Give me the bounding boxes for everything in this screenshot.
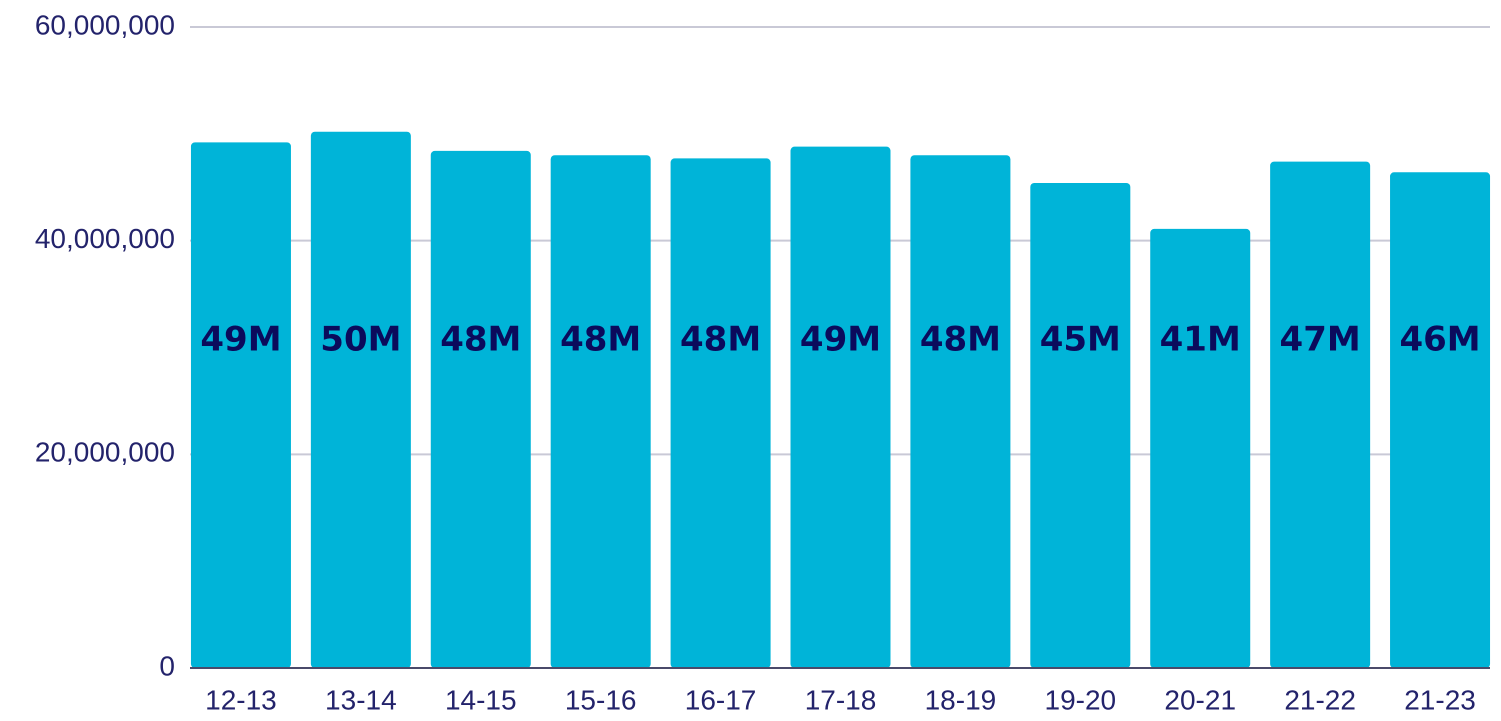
x-tick-label: 21-22	[1284, 684, 1356, 715]
x-tick-label: 20-21	[1164, 684, 1236, 715]
bar	[1270, 161, 1371, 669]
value-label: 48M	[440, 320, 521, 360]
y-tick-label: 60,000,000	[35, 9, 175, 40]
x-tick-label: 19-20	[1045, 684, 1117, 715]
bar	[1390, 172, 1491, 668]
bar	[430, 150, 531, 669]
bar	[310, 131, 411, 669]
x-tick-label: 14-15	[445, 684, 517, 715]
x-tick-label: 15-16	[565, 684, 637, 715]
y-tick-label: 0	[159, 650, 175, 681]
value-label: 49M	[200, 320, 281, 360]
bar	[910, 155, 1011, 668]
x-tick-label: 13-14	[325, 684, 397, 715]
value-label: 45M	[1040, 320, 1121, 360]
value-label: 50M	[320, 320, 401, 360]
value-label: 49M	[800, 320, 881, 360]
bar	[790, 146, 891, 669]
x-tick-label: 12-13	[205, 684, 277, 715]
bar	[190, 142, 291, 668]
bar	[1030, 182, 1131, 668]
bar	[550, 155, 651, 668]
value-label: 46M	[1399, 320, 1480, 360]
x-tick-label: 16-17	[685, 684, 757, 715]
y-tick-label: 20,000,000	[35, 437, 175, 468]
value-label: 47M	[1280, 320, 1361, 360]
x-tick-label: 18-19	[925, 684, 997, 715]
bar	[1150, 228, 1251, 669]
value-label: 48M	[680, 320, 761, 360]
x-tick-label: 17-18	[805, 684, 877, 715]
x-tick-label: 21-23	[1404, 684, 1476, 715]
value-label: 48M	[560, 320, 641, 360]
value-label: 48M	[920, 320, 1001, 360]
value-label: 41M	[1160, 320, 1241, 360]
y-tick-label: 40,000,000	[35, 223, 175, 254]
bar	[670, 158, 771, 668]
